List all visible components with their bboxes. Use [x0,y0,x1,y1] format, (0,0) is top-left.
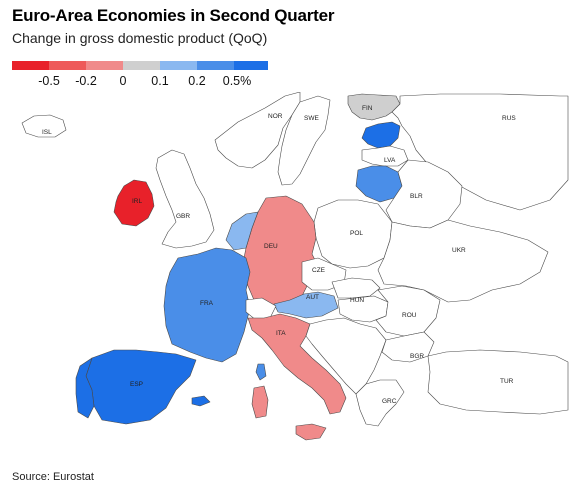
legend-swatch-4 [123,61,160,70]
legend-label: -0.2 [75,74,97,88]
region-sardinia [251,385,269,419]
chart-title: Euro-Area Economies in Second Quarter [12,6,335,25]
country-label-HUN: HUN [350,297,364,304]
country-label-FIN: FIN [362,105,373,112]
country-label-POL: POL [350,230,363,237]
country-label-FRA: FRA [200,300,214,307]
region-portugal [75,357,95,419]
region-great-britain [155,149,215,249]
legend-swatch-3 [86,61,123,70]
region-sweden [277,95,331,186]
region-benelux [225,211,259,251]
region-iceland [21,114,67,138]
legend-label: 0.1 [151,74,169,88]
source-note: Source: Eurostat [12,471,94,483]
country-label-GBR: GBR [176,213,190,220]
legend: -0.5 -0.2 0 0.1 0.2 0.5% [12,61,268,91]
region-italy [247,313,347,415]
region-finland [347,93,401,121]
region-estonia [361,121,401,149]
country-label-ITA: ITA [276,330,286,337]
region-balearic [191,395,211,407]
legend-label: 0.2 [188,74,206,88]
country-label-BGR: BGR [410,353,424,360]
legend-swatch-2 [49,61,86,70]
country-label-ROU: ROU [402,312,417,319]
legend-label: 0 [119,74,127,88]
legend-swatch-5 [160,61,197,70]
country-label-ESP: ESP [130,381,143,388]
region-bulgaria [381,331,435,363]
region-corsica [255,363,267,381]
region-austria [273,291,339,319]
legend-label: -0.5 [38,74,60,88]
country-label-RUS: RUS [502,115,516,122]
country-label-ISL: ISL [42,129,52,136]
region-latvia [361,145,409,167]
chart-subtitle: Change in gross domestic product (QoQ) [12,30,268,46]
region-poland [313,199,393,269]
region-france [163,247,251,363]
country-label-CZE: CZE [312,267,326,274]
country-label-GRC: GRC [382,398,397,405]
region-turkey [427,349,569,415]
legend-swatch-6 [197,61,234,70]
region-sicily [295,423,327,441]
legend-swatch-7 [234,61,268,70]
region-norway [214,92,301,169]
region-ireland [113,179,155,227]
country-label-DEU: DEU [264,243,278,250]
legend-label: 0.5% [222,74,252,88]
country-label-TUR: TUR [500,378,514,385]
legend-swatch-1 [12,61,49,70]
country-label-AUT: AUT [306,294,319,301]
region-slovakia [331,277,381,299]
country-label-UKR: UKR [452,247,466,254]
region-greece [355,379,405,427]
europe-map: ISL NOR SWE FIN RUS LVA IRL GBR BLR DEU … [21,92,569,441]
country-label-NOR: NOR [268,113,283,120]
country-label-LVA: LVA [384,157,396,164]
country-label-SWE: SWE [304,115,319,122]
country-label-IRL: IRL [132,198,143,205]
region-balkans [305,317,387,395]
region-ukraine [377,219,549,303]
country-label-BLR: BLR [410,193,423,200]
